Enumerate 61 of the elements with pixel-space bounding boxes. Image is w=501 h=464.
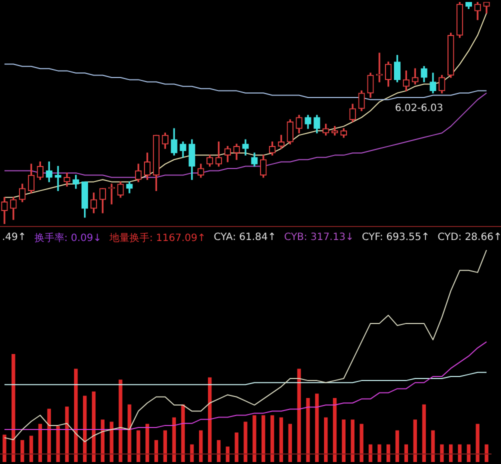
bar bbox=[360, 424, 364, 462]
bar bbox=[476, 424, 480, 462]
bar bbox=[252, 415, 256, 462]
bar bbox=[279, 417, 284, 462]
text: CYA: 61.84↑ bbox=[214, 232, 276, 243]
bar bbox=[163, 430, 167, 462]
bar bbox=[324, 417, 328, 462]
bar bbox=[234, 432, 238, 462]
bar bbox=[332, 398, 337, 462]
bar bbox=[154, 440, 158, 462]
bar bbox=[12, 354, 16, 462]
bar bbox=[306, 398, 310, 462]
bar bbox=[244, 422, 248, 462]
text: CYF: 693.55↑ bbox=[362, 232, 430, 243]
bar bbox=[466, 444, 471, 462]
bar bbox=[270, 415, 274, 462]
bar bbox=[431, 430, 435, 462]
bar bbox=[118, 380, 122, 462]
bar bbox=[484, 444, 488, 462]
text: .49↑ bbox=[2, 232, 26, 243]
text: CYB: 317.13↓ bbox=[284, 232, 354, 243]
bar bbox=[458, 444, 462, 462]
bar bbox=[82, 396, 87, 462]
bar bbox=[262, 415, 266, 462]
bar bbox=[404, 444, 408, 462]
bar bbox=[20, 440, 24, 462]
bar bbox=[29, 436, 34, 462]
bar bbox=[136, 430, 140, 462]
bar bbox=[216, 440, 221, 462]
annotation: 6.02-6.03 bbox=[395, 103, 444, 114]
bar bbox=[190, 444, 194, 462]
bar bbox=[368, 444, 372, 462]
bar bbox=[350, 420, 354, 462]
bar bbox=[208, 377, 212, 462]
bar bbox=[288, 424, 292, 462]
text: 地量换手: 1167.09↑ bbox=[110, 232, 206, 244]
bar bbox=[422, 404, 426, 462]
bar bbox=[92, 391, 96, 462]
bar bbox=[395, 430, 400, 462]
bar bbox=[74, 368, 78, 462]
bar bbox=[226, 446, 230, 462]
bar bbox=[413, 420, 417, 462]
bar bbox=[110, 422, 114, 462]
bar bbox=[38, 424, 42, 462]
text: CYD: 28.66↑ bbox=[438, 232, 501, 243]
bar bbox=[342, 420, 346, 462]
bar bbox=[449, 444, 453, 462]
bar bbox=[440, 444, 444, 462]
bar bbox=[145, 424, 150, 462]
bar bbox=[181, 404, 185, 462]
bar bbox=[378, 444, 382, 462]
bar bbox=[172, 417, 176, 462]
bar bbox=[2, 434, 6, 462]
bar bbox=[128, 404, 132, 462]
text: 换手率: 0.09↓ bbox=[34, 232, 102, 244]
bar bbox=[297, 368, 301, 462]
bar bbox=[199, 430, 203, 462]
bar bbox=[315, 394, 319, 462]
bar bbox=[65, 406, 69, 462]
bar bbox=[386, 444, 390, 462]
bar bbox=[56, 426, 60, 462]
